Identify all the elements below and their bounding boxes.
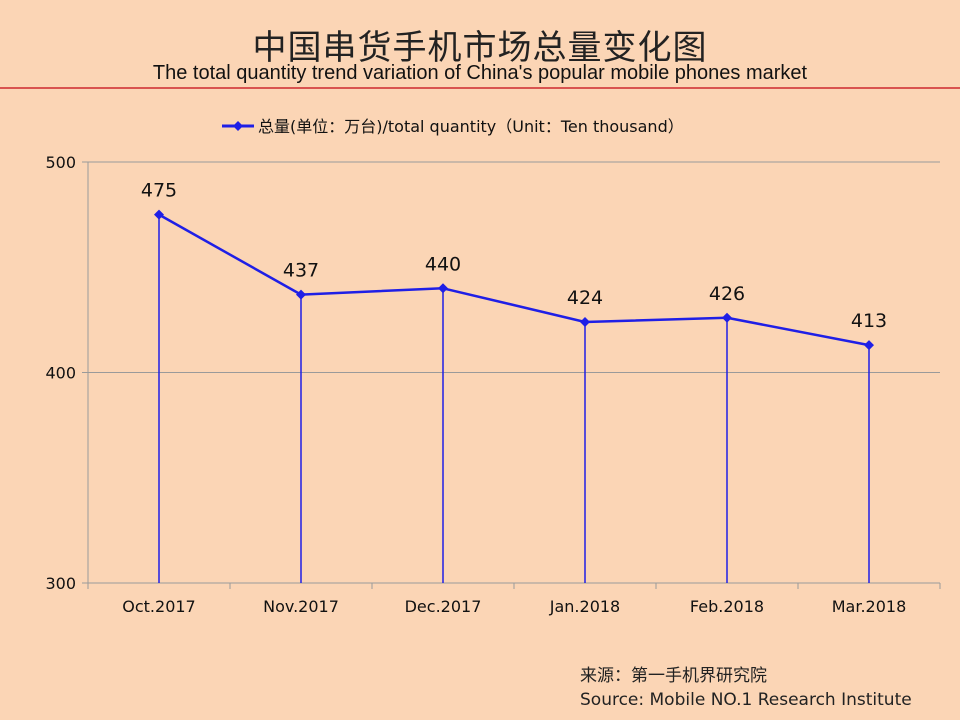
data-label: 475 — [141, 180, 177, 202]
legend-diamond-marker — [233, 121, 243, 131]
data-point-marker — [296, 289, 306, 300]
chart-drop-lines — [158, 214, 870, 583]
data-label: 424 — [567, 287, 603, 309]
data-label: 426 — [709, 283, 745, 305]
chart-title-chinese: 中国串货手机市场总量变化图 — [252, 28, 708, 68]
x-tick-label: Nov.2017 — [263, 597, 339, 616]
y-tick-label: 400 — [45, 364, 76, 383]
data-label: 437 — [283, 260, 319, 282]
data-point-marker — [722, 312, 732, 323]
data-point-marker — [154, 209, 164, 220]
chart-data-labels: 475 437 440 424 426 413 — [141, 180, 887, 333]
source-english: Source: Mobile NO.1 Research Institute — [580, 690, 912, 710]
data-label: 413 — [851, 310, 887, 332]
x-tick-label: Oct.2017 — [122, 597, 195, 616]
chart-gridlines — [82, 161, 940, 584]
y-tick-label: 500 — [45, 153, 76, 172]
chart-series — [154, 209, 874, 351]
chart-title-english: The total quantity trend variation of Ch… — [152, 62, 808, 84]
x-tick-label: Jan.2018 — [549, 597, 620, 616]
data-point-marker — [580, 316, 590, 327]
x-tick-label: Feb.2018 — [690, 597, 764, 616]
series-line — [158, 213, 870, 347]
legend-label: 总量(单位：万台)/total quantity（Unit：Ten thousa… — [258, 117, 684, 136]
x-tick-label: Mar.2018 — [832, 597, 907, 616]
chart-axes — [87, 162, 941, 589]
data-point-marker — [864, 340, 874, 351]
chart-legend: 总量(单位：万台)/total quantity（Unit：Ten thousa… — [222, 117, 684, 136]
y-tick-label: 300 — [45, 574, 76, 593]
source-chinese: 来源：第一手机界研究院 — [580, 666, 767, 686]
chart-tick-labels: 300 400 500 Oct.2017 Nov.2017 Dec.2017 Jan.201… — [45, 153, 906, 616]
title-divider — [0, 87, 960, 89]
x-tick-label: Dec.2017 — [405, 597, 482, 616]
data-label: 440 — [425, 253, 461, 275]
data-point-marker — [438, 283, 448, 294]
source-note: 来源：第一手机界研究院 Source: Mobile NO.1 Research… — [580, 664, 912, 712]
